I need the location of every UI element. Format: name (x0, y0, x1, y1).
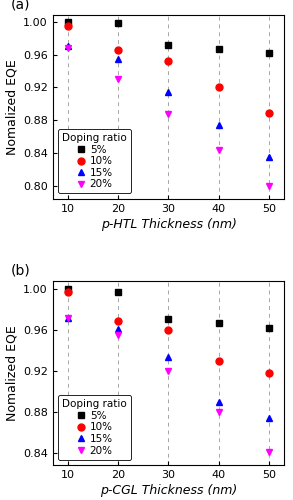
Legend: 5%, 10%, 15%, 20%: 5%, 10%, 15%, 20% (58, 129, 131, 194)
Y-axis label: Nomalized EQE: Nomalized EQE (6, 59, 19, 154)
X-axis label: p-CGL Thickness (nm): p-CGL Thickness (nm) (100, 484, 237, 497)
Text: (a): (a) (11, 0, 30, 12)
X-axis label: p-HTL Thickness (nm): p-HTL Thickness (nm) (100, 218, 236, 230)
Text: (b): (b) (11, 264, 31, 278)
Y-axis label: Nomalized EQE: Nomalized EQE (6, 326, 19, 421)
Legend: 5%, 10%, 15%, 20%: 5%, 10%, 15%, 20% (58, 395, 131, 460)
